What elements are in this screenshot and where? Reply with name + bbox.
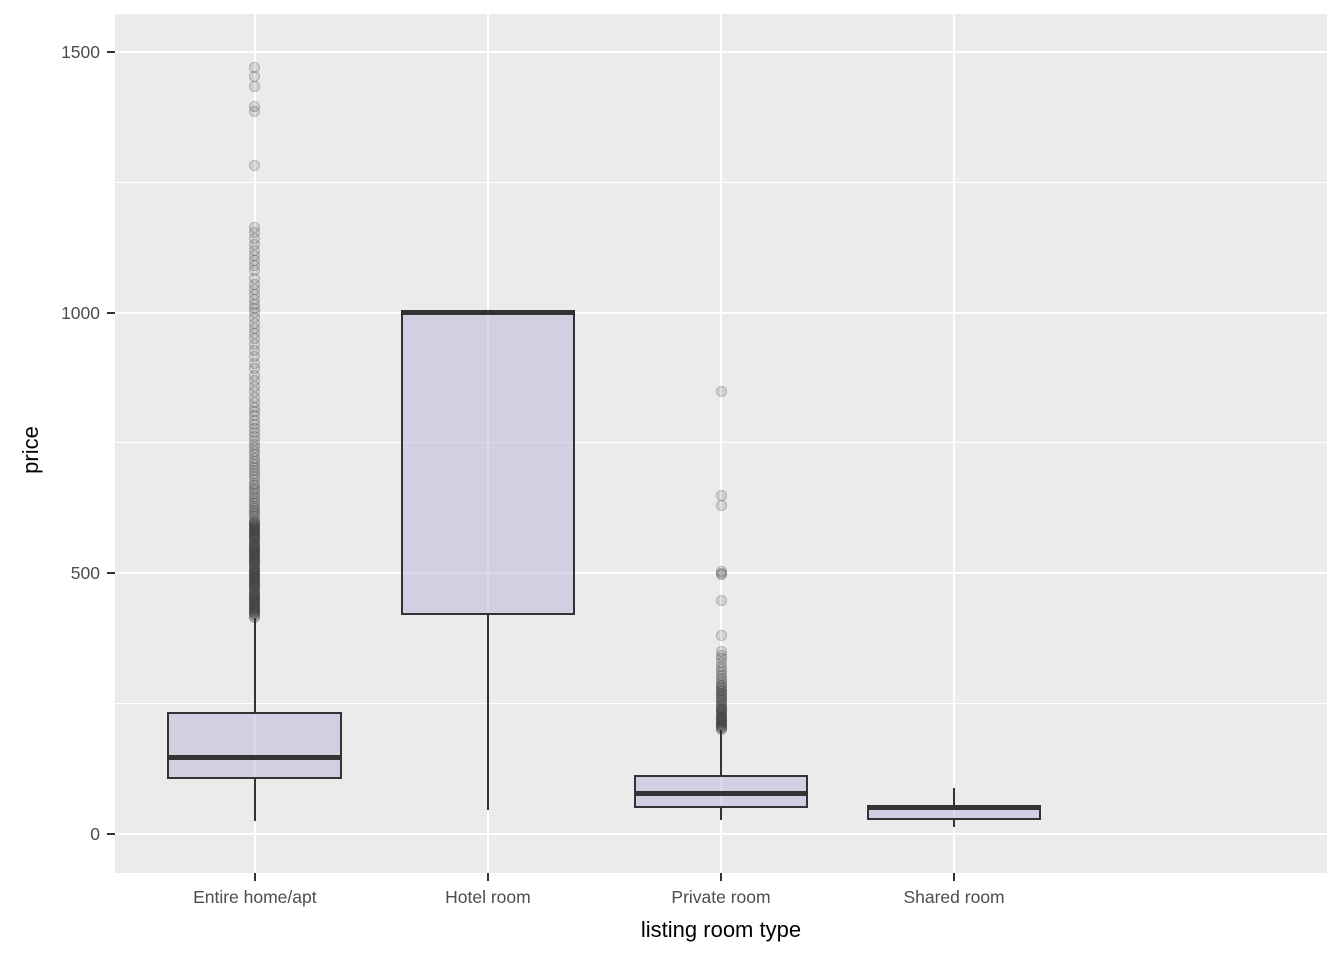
y-tick-mark [107, 51, 115, 54]
outlier-point [715, 386, 727, 398]
boxplot-median [400, 310, 576, 316]
x-axis-title: listing room type [640, 917, 802, 942]
x-tick-label: Hotel room [445, 887, 531, 907]
outlier-point [715, 499, 727, 511]
x-tick-label: Entire home/apt [193, 887, 317, 907]
gridline-major-vertical [953, 14, 956, 873]
y-tick-mark [107, 311, 115, 314]
outlier-point [715, 489, 727, 501]
x-tick-mark [253, 873, 256, 881]
outlier-point [249, 101, 261, 113]
outlier-point [715, 594, 727, 606]
y-axis-title: price [18, 426, 43, 474]
boxplot-whisker-upper [952, 788, 956, 807]
y-tick-mark [107, 572, 115, 575]
outlier-point [715, 566, 727, 578]
outlier-point [249, 81, 261, 93]
y-tick-label: 1500 [61, 42, 100, 63]
x-tick-mark [953, 873, 956, 881]
y-tick-label: 0 [90, 823, 100, 844]
x-tick-mark [486, 873, 489, 881]
y-tick-mark [107, 832, 115, 835]
boxplot-median [633, 791, 809, 797]
outlier-point [715, 629, 727, 641]
gridline-major-vertical [720, 14, 722, 873]
outlier-point [715, 646, 727, 658]
outlier-point [249, 159, 261, 171]
plot-panel [115, 14, 1327, 873]
boxplot-box [167, 712, 343, 780]
boxplot-median [167, 754, 343, 760]
y-tick-label: 1000 [61, 302, 100, 323]
outlier-point [249, 221, 261, 233]
x-tick-label: Shared room [903, 887, 1005, 907]
boxplot-median [866, 805, 1042, 811]
x-tick-label: Private room [671, 887, 771, 907]
x-tick-mark [720, 873, 722, 881]
boxplot-whisker-lower [253, 779, 257, 821]
boxplot-box [400, 312, 576, 615]
boxplot-whisker-lower [952, 820, 956, 828]
boxplot-whisker-lower [486, 614, 490, 811]
boxplot-whisker-upper [719, 729, 723, 775]
boxplot-whisker-upper [253, 617, 257, 713]
y-tick-label: 500 [70, 563, 100, 584]
outlier-point [249, 61, 261, 73]
boxplot-whisker-lower [719, 807, 723, 820]
